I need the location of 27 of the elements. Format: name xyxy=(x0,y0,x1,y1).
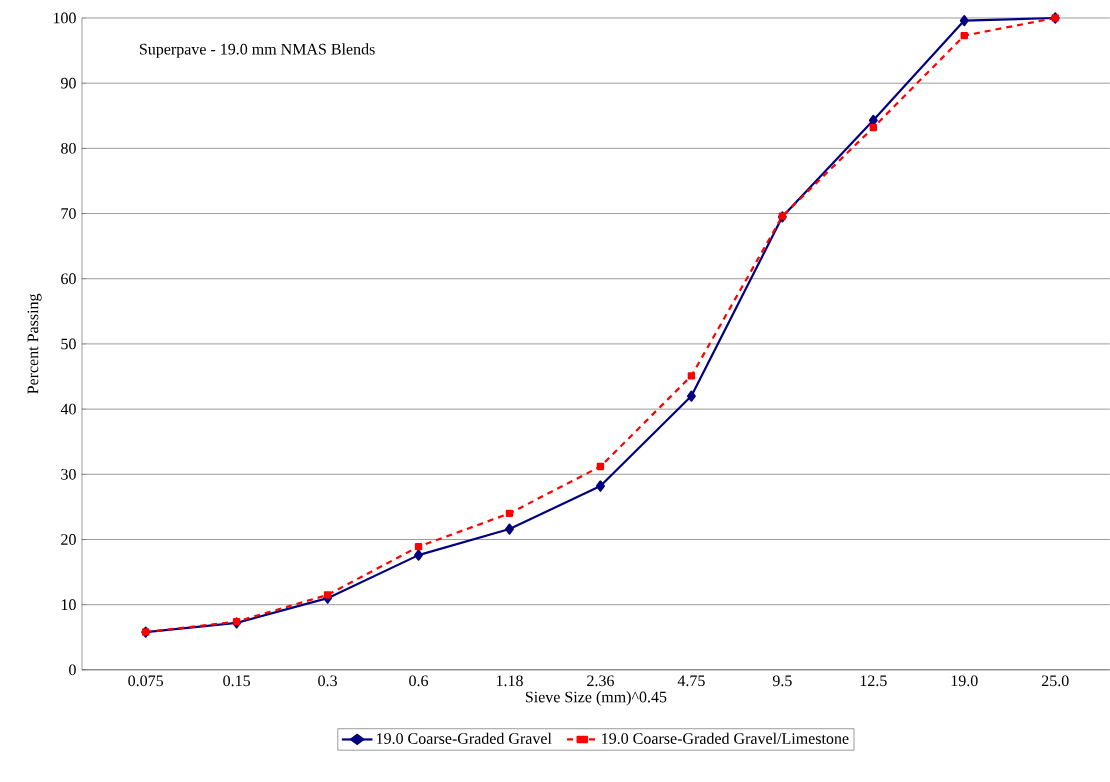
x-tick-label: 0.075 xyxy=(128,675,164,687)
x-tick-label: 0.15 xyxy=(223,675,250,687)
y-tick-label: 40 xyxy=(60,403,76,415)
y-tick-label: 100 xyxy=(53,12,76,24)
x-tick-label: 0.6 xyxy=(409,675,429,687)
y-axis-title: Percent Passing xyxy=(27,293,42,394)
x-tick-label: 25.0 xyxy=(1041,675,1069,687)
x-tick-label: 4.75 xyxy=(677,675,705,687)
y-tick-label: 80 xyxy=(61,143,76,154)
annotation: Superpave - 19.0 mm NMAS Blends xyxy=(139,43,375,58)
y-tick-label: 50 xyxy=(61,338,76,350)
y-tick-label: 0 xyxy=(69,664,76,676)
x-tick-label: 0.3 xyxy=(318,675,337,687)
x-tick-label: 1.18 xyxy=(496,675,523,687)
x-tick-label: 2.36 xyxy=(587,675,614,687)
y-tick-label: 20 xyxy=(61,534,76,545)
x-tick-label: 12.5 xyxy=(860,675,887,687)
y-tick-label: 10 xyxy=(61,599,76,611)
x-tick-label: 19.0 xyxy=(951,675,978,687)
legend-label: 19.0 Coarse-Graded Gravel/Limestone xyxy=(602,732,849,745)
y-tick-label: 30 xyxy=(61,468,76,480)
y-tick-label: 70 xyxy=(61,208,76,220)
legend-label: 19.0 Coarse-Graded Gravel xyxy=(376,732,552,745)
y-tick-label: 60 xyxy=(61,273,76,285)
x-axis-title: Sieve Size (mm)^0.45 xyxy=(525,691,667,706)
x-tick-label: 9.5 xyxy=(772,675,792,687)
y-tick-label: 90 xyxy=(60,77,76,89)
